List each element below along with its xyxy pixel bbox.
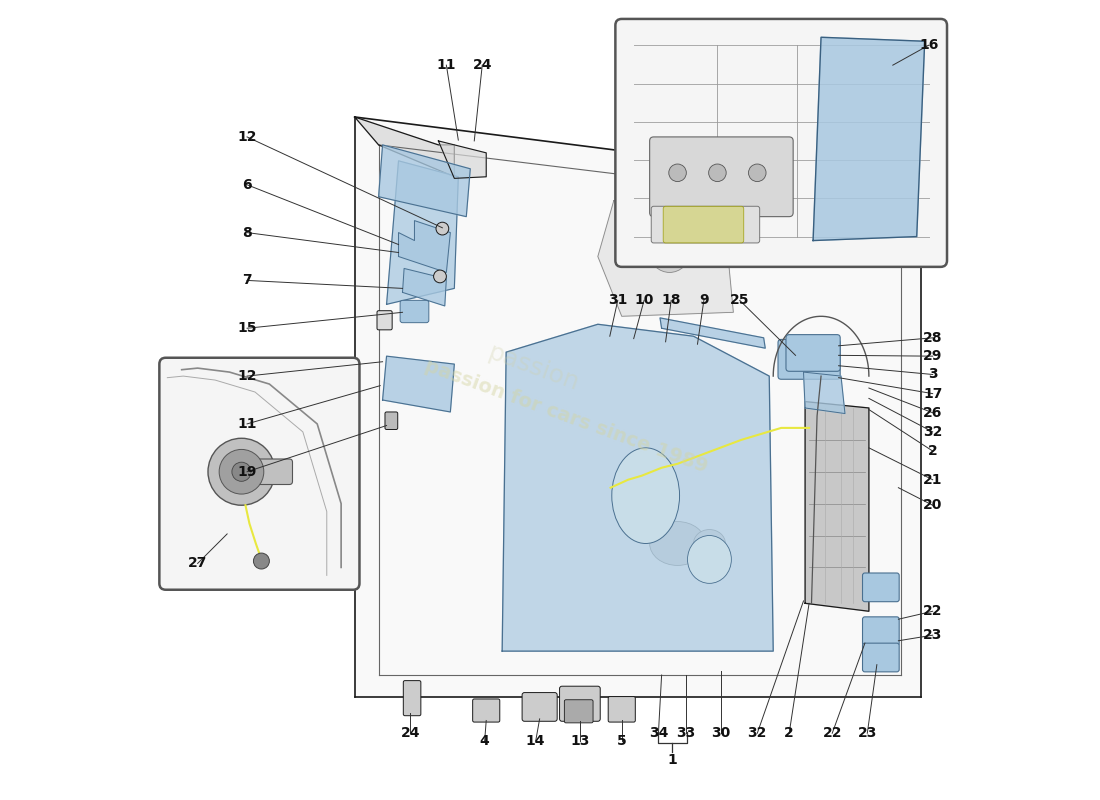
Circle shape — [669, 164, 686, 182]
Polygon shape — [386, 161, 459, 304]
Text: 7: 7 — [242, 274, 252, 287]
Text: 23: 23 — [858, 726, 877, 740]
Circle shape — [433, 270, 447, 283]
Polygon shape — [803, 372, 845, 414]
Text: passion: passion — [485, 341, 583, 396]
Polygon shape — [813, 38, 925, 241]
Text: 10: 10 — [635, 294, 653, 307]
Circle shape — [708, 164, 726, 182]
FancyBboxPatch shape — [862, 573, 899, 602]
Text: 13: 13 — [571, 734, 590, 748]
Ellipse shape — [688, 535, 732, 583]
Circle shape — [436, 222, 449, 235]
Text: 31: 31 — [608, 294, 627, 307]
Text: 28: 28 — [923, 331, 943, 345]
Text: 26: 26 — [923, 406, 943, 420]
Text: 4: 4 — [480, 734, 490, 748]
Text: 32: 32 — [923, 425, 943, 439]
FancyBboxPatch shape — [663, 206, 744, 243]
Text: 2: 2 — [784, 726, 794, 740]
Polygon shape — [503, 324, 773, 651]
FancyBboxPatch shape — [651, 206, 760, 243]
FancyBboxPatch shape — [385, 412, 398, 430]
Text: 23: 23 — [923, 628, 943, 642]
FancyBboxPatch shape — [404, 681, 421, 716]
Polygon shape — [439, 141, 486, 178]
Polygon shape — [378, 145, 471, 217]
FancyBboxPatch shape — [564, 700, 593, 723]
Text: 11: 11 — [238, 417, 256, 431]
Text: 8: 8 — [242, 226, 252, 239]
Text: 34: 34 — [649, 726, 668, 740]
Polygon shape — [354, 117, 921, 697]
Text: 12: 12 — [238, 130, 256, 144]
FancyBboxPatch shape — [473, 699, 499, 722]
Text: 3: 3 — [928, 367, 937, 382]
FancyBboxPatch shape — [560, 686, 601, 722]
Circle shape — [253, 553, 270, 569]
FancyBboxPatch shape — [608, 697, 636, 722]
Text: 12: 12 — [238, 369, 256, 383]
Text: 11: 11 — [437, 58, 456, 72]
FancyBboxPatch shape — [650, 137, 793, 217]
Text: 25: 25 — [730, 294, 749, 307]
FancyBboxPatch shape — [778, 339, 840, 379]
FancyBboxPatch shape — [862, 643, 899, 672]
Text: 18: 18 — [661, 294, 681, 307]
Text: 5: 5 — [617, 734, 627, 748]
FancyBboxPatch shape — [400, 300, 429, 322]
Text: 30: 30 — [711, 726, 730, 740]
FancyBboxPatch shape — [250, 459, 293, 485]
Text: 2: 2 — [927, 444, 937, 458]
Text: 9: 9 — [700, 294, 708, 307]
Text: 17: 17 — [923, 386, 943, 401]
Polygon shape — [383, 356, 454, 412]
Polygon shape — [660, 318, 766, 348]
Circle shape — [208, 438, 275, 506]
Text: 14: 14 — [526, 734, 546, 748]
FancyBboxPatch shape — [160, 358, 360, 590]
Text: 22: 22 — [823, 726, 842, 740]
Text: 16: 16 — [918, 38, 938, 52]
Polygon shape — [597, 201, 734, 316]
Text: 27: 27 — [188, 557, 207, 570]
Text: 32: 32 — [748, 726, 767, 740]
FancyBboxPatch shape — [377, 310, 392, 330]
Ellipse shape — [612, 448, 680, 543]
Ellipse shape — [650, 522, 705, 566]
Circle shape — [219, 450, 264, 494]
Text: 6: 6 — [242, 178, 252, 192]
Text: 19: 19 — [238, 465, 256, 478]
Text: 15: 15 — [238, 322, 256, 335]
FancyBboxPatch shape — [615, 19, 947, 267]
FancyBboxPatch shape — [862, 617, 899, 646]
Circle shape — [650, 233, 690, 273]
FancyBboxPatch shape — [786, 334, 840, 371]
Polygon shape — [403, 269, 447, 306]
Text: 24: 24 — [400, 726, 420, 740]
Circle shape — [232, 462, 251, 482]
Text: 1: 1 — [667, 754, 676, 767]
Polygon shape — [398, 221, 450, 273]
Polygon shape — [805, 402, 869, 611]
Polygon shape — [354, 117, 454, 177]
Ellipse shape — [693, 530, 725, 558]
Text: 20: 20 — [923, 498, 943, 512]
Text: 24: 24 — [473, 58, 492, 72]
Text: 29: 29 — [923, 349, 943, 363]
Text: 22: 22 — [923, 604, 943, 618]
FancyBboxPatch shape — [522, 693, 558, 722]
Text: 21: 21 — [923, 473, 943, 486]
Text: passion for cars since 1989: passion for cars since 1989 — [422, 356, 710, 476]
Circle shape — [748, 164, 766, 182]
Text: 33: 33 — [675, 726, 695, 740]
